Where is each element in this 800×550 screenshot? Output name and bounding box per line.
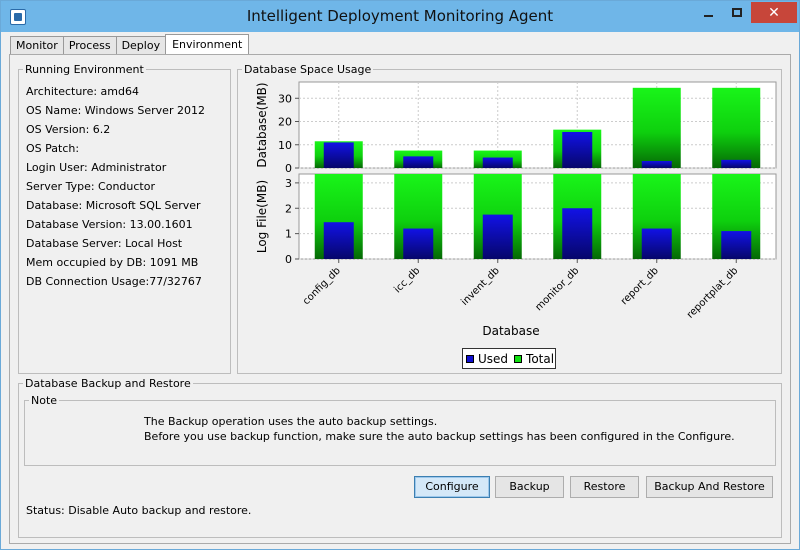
env-database: Database: Microsoft SQL Server: [26, 199, 201, 212]
close-icon: ✕: [768, 4, 780, 21]
y-tick-label: 10: [278, 139, 292, 152]
title-bar[interactable]: Intelligent Deployment Monitoring Agent …: [1, 1, 799, 32]
note-group: Note: [24, 394, 776, 466]
bar-used-monitor_db: [562, 131, 593, 168]
env-mem-occupied: Mem occupied by DB: 1091 MB: [26, 256, 199, 269]
tab-monitor[interactable]: Monitor: [10, 36, 63, 55]
legend-used-label: Used: [478, 351, 509, 366]
y-tick-label: 3: [285, 177, 292, 190]
x-tick-label: config_db: [301, 265, 343, 307]
maximize-icon: [731, 8, 742, 17]
note-line-1: The Backup operation uses the auto backu…: [144, 415, 438, 428]
space-usage-chart: 0 10 20 30 Database(MB) 0 1 2 3 Log File(MB) confi…: [255, 81, 777, 338]
legend-total-swatch: [514, 354, 523, 363]
backup-button[interactable]: Backup: [495, 476, 564, 498]
plot-area-0: [298, 81, 777, 169]
bar-used-invent_db: [482, 157, 513, 168]
bar-used-reportplat_db: [721, 231, 752, 259]
backup-and-restore-button[interactable]: Backup And Restore: [646, 476, 773, 498]
bar-used-report_db: [641, 161, 672, 168]
bar-total-report_db: [632, 87, 681, 168]
bar-used-reportplat_db: [721, 159, 752, 168]
tab-environment[interactable]: Environment: [165, 34, 250, 55]
x-tick-label: report_db: [619, 265, 661, 307]
env-architecture: Architecture: amd64: [26, 85, 139, 98]
env-database-version: Database Version: 13.00.1601: [26, 218, 193, 231]
bar-used-invent_db: [482, 214, 513, 259]
note-line-2: Before you use backup function, make sur…: [144, 430, 735, 443]
y-tick-label: 0: [285, 253, 292, 266]
y-tick-label: 1: [285, 228, 292, 241]
tab-process[interactable]: Process: [62, 36, 116, 55]
env-os-patch: OS Patch:: [26, 142, 80, 155]
bar-used-report_db: [641, 228, 672, 259]
y-tick-label: 2: [285, 202, 292, 215]
y-axis-label-1: Log File(MB): [255, 180, 269, 253]
x-tick-label: reportplat_db: [685, 265, 740, 320]
y-tick-label: 20: [278, 116, 292, 129]
x-axis-label: Database: [482, 324, 539, 338]
tab-deploy[interactable]: Deploy: [115, 36, 166, 55]
space-usage-group: Database Space Usage: [237, 63, 782, 374]
env-db-connection-usage: DB Connection Usage:77/32767: [26, 275, 202, 288]
note-legend: Note: [31, 394, 58, 407]
configure-button[interactable]: Configure: [414, 476, 490, 498]
maximize-button[interactable]: [723, 2, 750, 23]
space-usage-legend: Database Space Usage: [244, 63, 372, 76]
env-os-version: OS Version: 6.2: [26, 123, 111, 136]
running-environment-legend: Running Environment: [25, 63, 144, 76]
plot-area-1: [298, 173, 777, 260]
env-database-server: Database Server: Local Host: [26, 237, 183, 250]
y-tick-label: 30: [278, 92, 292, 105]
bar-used-icc_db: [403, 228, 434, 259]
x-tick-label: invent_db: [459, 265, 502, 308]
backup-restore-group: Database Backup and Restore: [18, 377, 782, 538]
x-tick-label: icc_db: [392, 265, 422, 295]
env-server-type: Server Type: Conductor: [26, 180, 155, 193]
app-icon: [10, 9, 26, 25]
backup-restore-legend: Database Backup and Restore: [25, 377, 191, 390]
running-environment-group: Running Environment: [18, 63, 231, 374]
env-login-user: Login User: Administrator: [26, 161, 167, 174]
minimize-button[interactable]: [695, 2, 722, 23]
chart-legend: Used Total: [462, 348, 556, 369]
minimize-icon: [704, 14, 713, 17]
close-button[interactable]: ✕: [751, 2, 797, 23]
bar-total-reportplat_db: [712, 87, 761, 168]
restore-button[interactable]: Restore: [570, 476, 639, 498]
window-title: Intelligent Deployment Monitoring Agent: [246, 7, 554, 25]
env-os-name: OS Name: Windows Server 2012: [26, 104, 205, 117]
y-axis-label-0: Database(MB): [255, 82, 269, 167]
status-text: Status: Disable Auto backup and restore.: [26, 504, 252, 517]
bar-used-monitor_db: [562, 208, 593, 259]
legend-total-label: Total: [526, 351, 555, 366]
bar-used-icc_db: [403, 156, 434, 168]
tab-bar: Monitor Process Deploy Environment: [10, 34, 250, 55]
y-tick-label: 0: [285, 162, 292, 175]
x-tick-label: monitor_db: [533, 265, 581, 313]
bar-used-config_db: [323, 222, 354, 259]
bar-used-config_db: [323, 142, 354, 168]
legend-used-swatch: [466, 354, 474, 363]
